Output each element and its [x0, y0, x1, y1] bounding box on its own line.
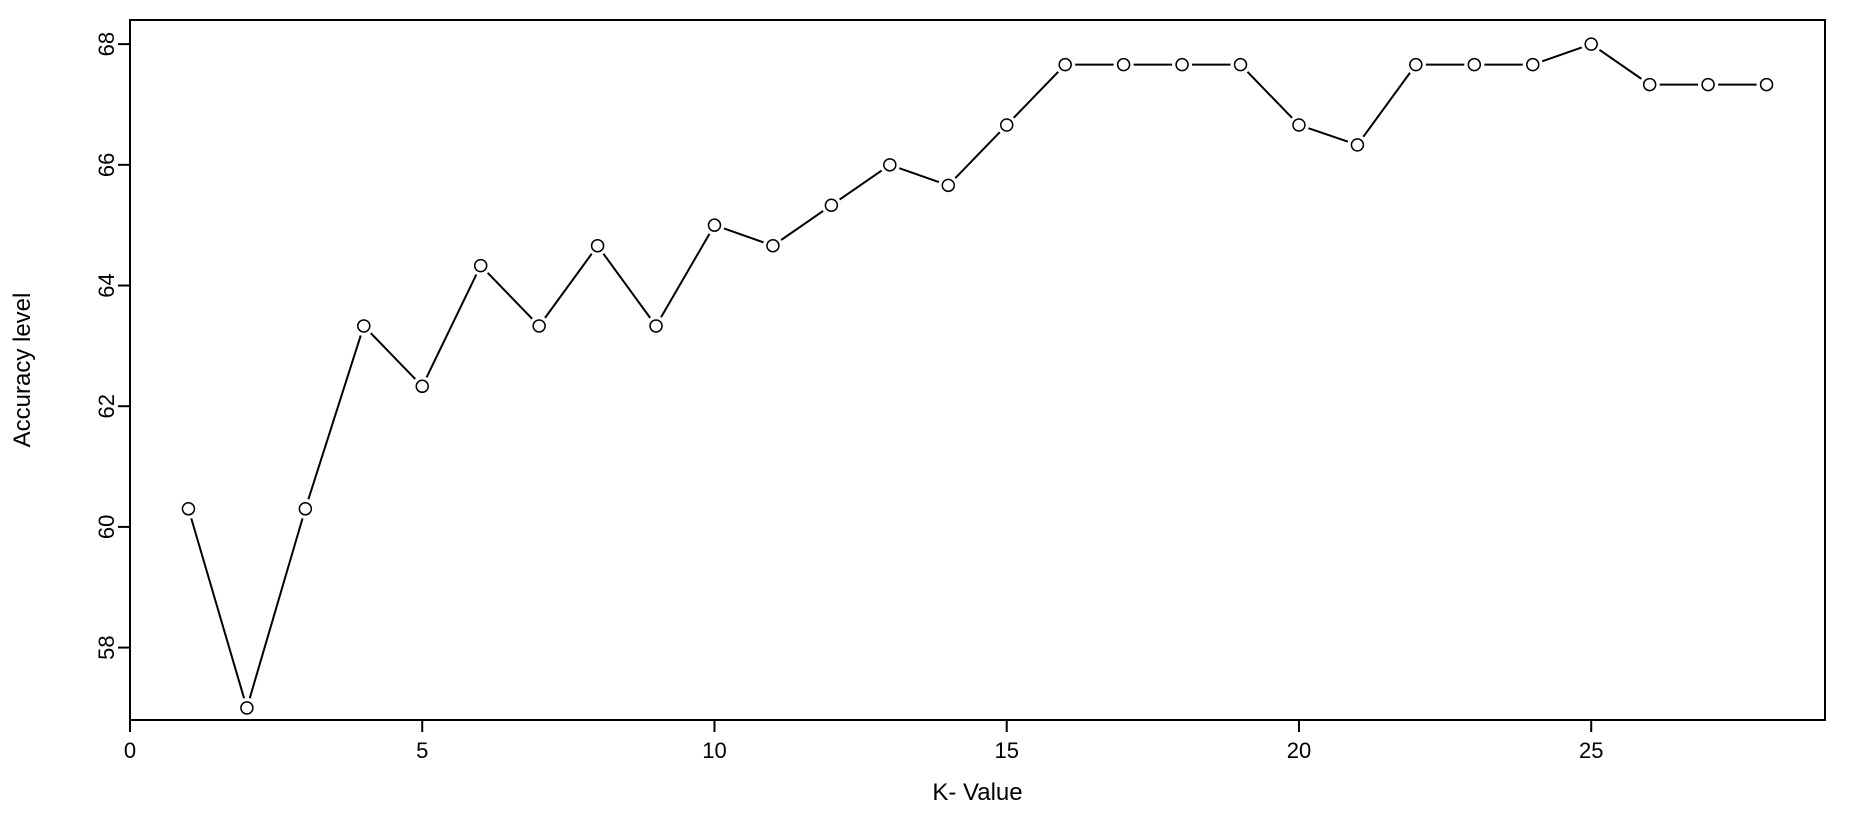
data-point [1761, 79, 1773, 91]
data-point [1235, 59, 1247, 71]
data-segment [1247, 72, 1292, 118]
x-tick-label: 15 [994, 738, 1018, 763]
y-axis-label: Accuracy level [9, 293, 36, 448]
data-segment [724, 228, 764, 242]
data-segment [661, 234, 709, 317]
data-point [241, 702, 253, 714]
data-point [1468, 59, 1480, 71]
data-point [650, 320, 662, 332]
data-segment [1363, 73, 1410, 137]
data-segment [1014, 72, 1059, 118]
data-point [1585, 38, 1597, 50]
data-point [1001, 119, 1013, 131]
data-point [475, 260, 487, 272]
data-point [884, 159, 896, 171]
data-point [416, 380, 428, 392]
x-tick-label: 20 [1287, 738, 1311, 763]
data-segment [545, 254, 592, 318]
data-point [533, 320, 545, 332]
data-segment [781, 211, 823, 240]
y-tick-label: 64 [94, 273, 119, 297]
line-chart: 0 5 10 15 20 25 58 60 62 64 66 68 K- Value Accuracy l… [0, 0, 1855, 820]
data-segment [899, 168, 939, 182]
data-segment [488, 273, 533, 319]
data-point [182, 503, 194, 515]
data-point [1176, 59, 1188, 71]
y-tick-label: 62 [94, 394, 119, 418]
data-point [942, 179, 954, 191]
y-tick-label: 58 [94, 635, 119, 659]
data-segment [1599, 50, 1641, 79]
plot-box [130, 20, 1825, 720]
data-point [299, 503, 311, 515]
data-point [1527, 59, 1539, 71]
data-segment [371, 333, 416, 379]
data-segment [1542, 47, 1582, 61]
data-point [1293, 119, 1305, 131]
data-segment [427, 275, 477, 378]
chart-container: 0 5 10 15 20 25 58 60 62 64 66 68 K- Value Accuracy l… [0, 0, 1855, 820]
x-tick-label: 0 [124, 738, 136, 763]
y-tick-label: 60 [94, 515, 119, 539]
data-point [1059, 59, 1071, 71]
data-segment [308, 335, 360, 499]
data-point [1351, 139, 1363, 151]
data-point [592, 240, 604, 252]
data-point [825, 199, 837, 211]
data-point [1410, 59, 1422, 71]
data-point [1702, 79, 1714, 91]
data-segment [603, 254, 650, 318]
data-point [708, 219, 720, 231]
data-segment [955, 132, 1000, 178]
data-segment [1308, 128, 1348, 141]
data-point [1118, 59, 1130, 71]
data-segment [191, 518, 244, 698]
data-segment [250, 518, 303, 698]
x-tick-label: 10 [702, 738, 726, 763]
y-tick-label: 68 [94, 32, 119, 56]
data-point [358, 320, 370, 332]
y-tick-label: 66 [94, 153, 119, 177]
data-segment [840, 171, 882, 200]
data-point [767, 240, 779, 252]
x-axis-label: K- Value [932, 779, 1022, 806]
x-tick-label: 25 [1579, 738, 1603, 763]
x-tick-label: 5 [416, 738, 428, 763]
data-point [1644, 79, 1656, 91]
